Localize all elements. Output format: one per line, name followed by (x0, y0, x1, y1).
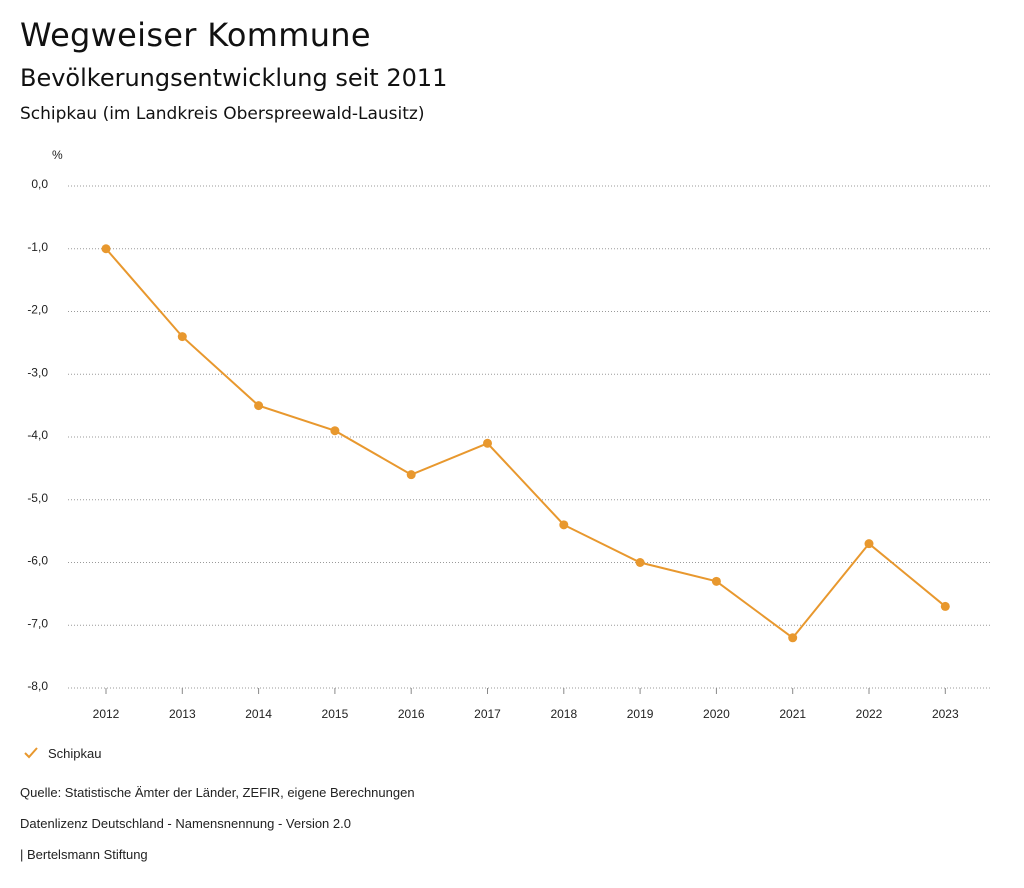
grid-lines (68, 185, 990, 689)
x-axis-ticks: 2012 2013 2014 2015 2016 2017 2018 2019 2020 2021… (93, 688, 959, 721)
data-point[interactable] (635, 558, 645, 567)
x-tick-label: 2017 (474, 707, 501, 721)
x-tick-label: 2012 (93, 707, 120, 721)
credit-note: | Bertelsmann Stiftung (20, 847, 148, 862)
region-label: Schipkau (im Landkreis Oberspreewald-Lau… (20, 104, 425, 124)
legend[interactable]: Schipkau (22, 745, 101, 761)
x-tick-label: 2015 (322, 707, 349, 721)
license-note: Datenlizenz Deutschland - Namensnennung … (20, 816, 351, 831)
y-tick-label: -5,0 (27, 491, 48, 505)
y-tick-label: -6,0 (27, 554, 48, 568)
x-tick-label: 2019 (627, 707, 654, 721)
x-tick-label: 2020 (703, 707, 730, 721)
chart-title: Wegweiser Kommune (20, 16, 371, 54)
legend-label-schipkau: Schipkau (48, 745, 102, 761)
data-point[interactable] (254, 401, 264, 411)
x-tick-label: 2018 (550, 707, 577, 721)
x-tick-label: 2013 (169, 707, 196, 721)
y-unit-label: % (52, 148, 63, 162)
x-tick-label: 2014 (245, 707, 272, 721)
data-point[interactable] (483, 438, 492, 448)
x-tick-label: 2022 (856, 707, 883, 721)
data-point[interactable] (330, 426, 340, 436)
x-tick-label: 2023 (932, 707, 959, 721)
source-note: Quelle: Statistische Ämter der Länder, Z… (20, 785, 415, 800)
x-tick-label: 2016 (398, 707, 425, 721)
y-tick-label: -4,0 (27, 428, 48, 442)
data-point[interactable] (177, 332, 187, 342)
data-point[interactable] (940, 601, 950, 611)
data-point[interactable] (406, 470, 416, 480)
data-point[interactable] (711, 576, 721, 586)
y-tick-label: -2,0 (27, 303, 48, 317)
x-tick-label: 2021 (779, 707, 806, 721)
y-tick-label: 0,0 (31, 177, 48, 191)
checkmark-icon (24, 747, 38, 759)
series-points (101, 244, 950, 643)
series-lines (105, 248, 946, 640)
data-point[interactable] (788, 633, 798, 643)
y-tick-label: -1,0 (27, 240, 48, 254)
line-chart: % 0,0 -1,0 -2,0 -3,0 -4,0 -5,0 -6,0 -7,0 -8,0 20… (27, 148, 990, 721)
series-line (105, 248, 946, 640)
data-point[interactable] (101, 244, 111, 254)
chart-subtitle: Bevölkerungsentwicklung seit 2011 (20, 64, 448, 92)
y-axis-ticks: 0,0 -1,0 -2,0 -3,0 -4,0 -5,0 -6,0 -7,0 -8,0 (27, 177, 48, 693)
y-tick-label: -3,0 (27, 365, 48, 379)
y-tick-label: -8,0 (27, 679, 48, 693)
y-tick-label: -7,0 (27, 616, 48, 630)
data-point[interactable] (864, 539, 874, 549)
data-point[interactable] (559, 520, 569, 530)
